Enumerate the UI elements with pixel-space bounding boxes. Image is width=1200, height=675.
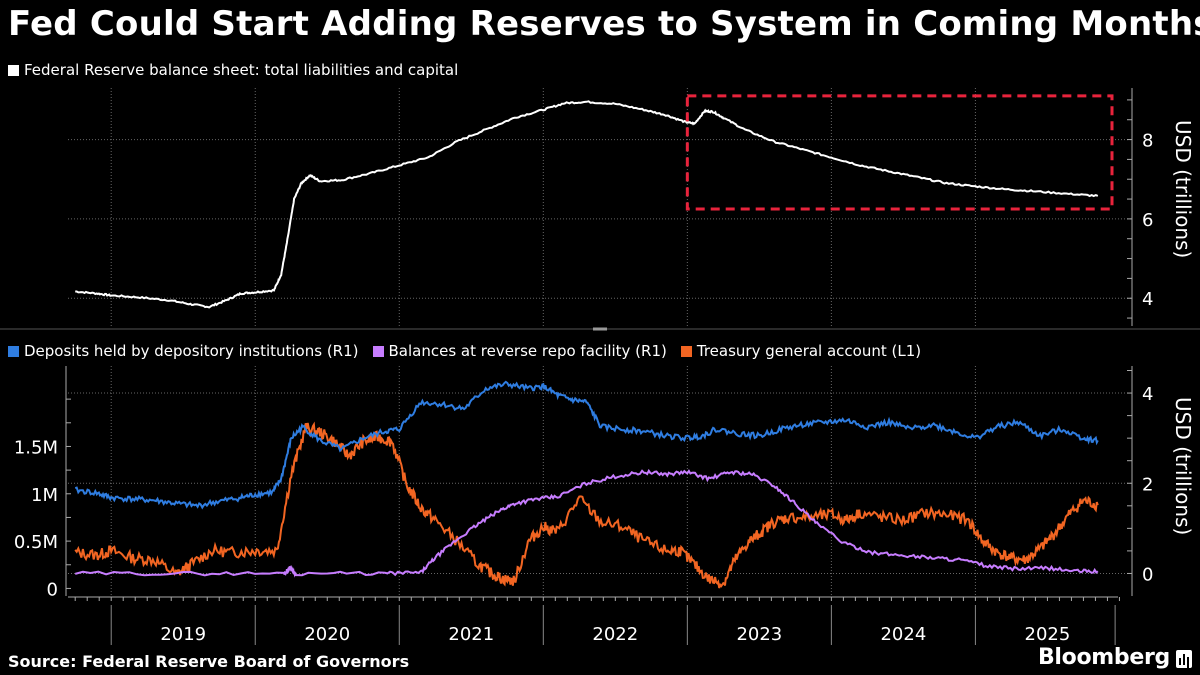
legend-swatch-deposits (8, 345, 19, 357)
legend-label-tga: Treasury general account (L1) (696, 342, 922, 360)
bloomberg-chart-icon (1176, 650, 1192, 668)
reverse-repo-line (74, 468, 1099, 578)
series-layer (74, 100, 1099, 589)
x-tick-label-2023: 2023 (736, 624, 782, 645)
bottom-left-y-tick-label: 1M (31, 485, 58, 506)
x-tick-label-2021: 2021 (448, 624, 494, 645)
top-y-tick-label: 6 (1142, 210, 1153, 231)
top-y-tick-label: 4 (1142, 289, 1153, 310)
top-y-axis-title: USD (trillions) (1171, 120, 1195, 258)
legend-item-balance-sheet: Federal Reserve balance sheet: total lia… (8, 61, 458, 79)
top-y-tick-label: 8 (1142, 131, 1153, 152)
highlight-box (685, 94, 1114, 211)
x-tick-label-2024: 2024 (880, 624, 926, 645)
bottom-right-y-tick-label: 4 (1142, 384, 1153, 405)
deposits-line (74, 380, 1099, 510)
bottom-legend: Deposits held by depository institutions… (8, 342, 935, 360)
legend-swatch-tga (680, 345, 692, 357)
chart-title: Fed Could Start Adding Reserves to Syste… (8, 4, 1200, 44)
axes: 4 6 8 0 2 4 0 0.5M 1M 1.5M 2019 2020 2021 2022 2023 202… (0, 88, 1200, 645)
bottom-right-y-tick-label: 2 (1142, 474, 1153, 495)
bottom-left-y-tick-label: 1.5M (14, 437, 58, 458)
bottom-left-y-tick-label: 0.5M (14, 532, 58, 553)
legend-swatch-reverse-repo (372, 345, 384, 357)
annotation-layer (685, 94, 1114, 211)
legend-item-reverse-repo: Balances at reverse repo facility (R1) (372, 342, 667, 360)
top-panel-grid (68, 88, 1132, 326)
bloomberg-logo: Bloomberg (1037, 645, 1170, 670)
x-tick-label-2022: 2022 (592, 624, 638, 645)
tga-line (74, 421, 1099, 589)
bottom-y-axis-title: USD (trillions) (1171, 397, 1195, 535)
balance-sheet-line (75, 100, 1099, 309)
legend-item-deposits: Deposits held by depository institutions… (8, 342, 359, 360)
bottom-left-y-tick-label: 0 (47, 579, 58, 600)
x-tick-label-2019: 2019 (160, 624, 206, 645)
x-tick-label-2025: 2025 (1025, 624, 1071, 645)
legend-label-balance-sheet: Federal Reserve balance sheet: total lia… (24, 61, 459, 79)
top-legend: Federal Reserve balance sheet: total lia… (8, 61, 472, 79)
legend-swatch-balance-sheet (8, 64, 19, 76)
legend-label-reverse-repo: Balances at reverse repo facility (R1) (388, 342, 667, 360)
source-note: Source: Federal Reserve Board of Governo… (8, 652, 410, 671)
x-tick-label-2020: 2020 (304, 624, 350, 645)
legend-label-deposits: Deposits held by depository institutions… (24, 342, 359, 360)
legend-item-tga: Treasury general account (L1) (680, 342, 922, 360)
bottom-right-y-tick-label: 0 (1142, 564, 1153, 585)
